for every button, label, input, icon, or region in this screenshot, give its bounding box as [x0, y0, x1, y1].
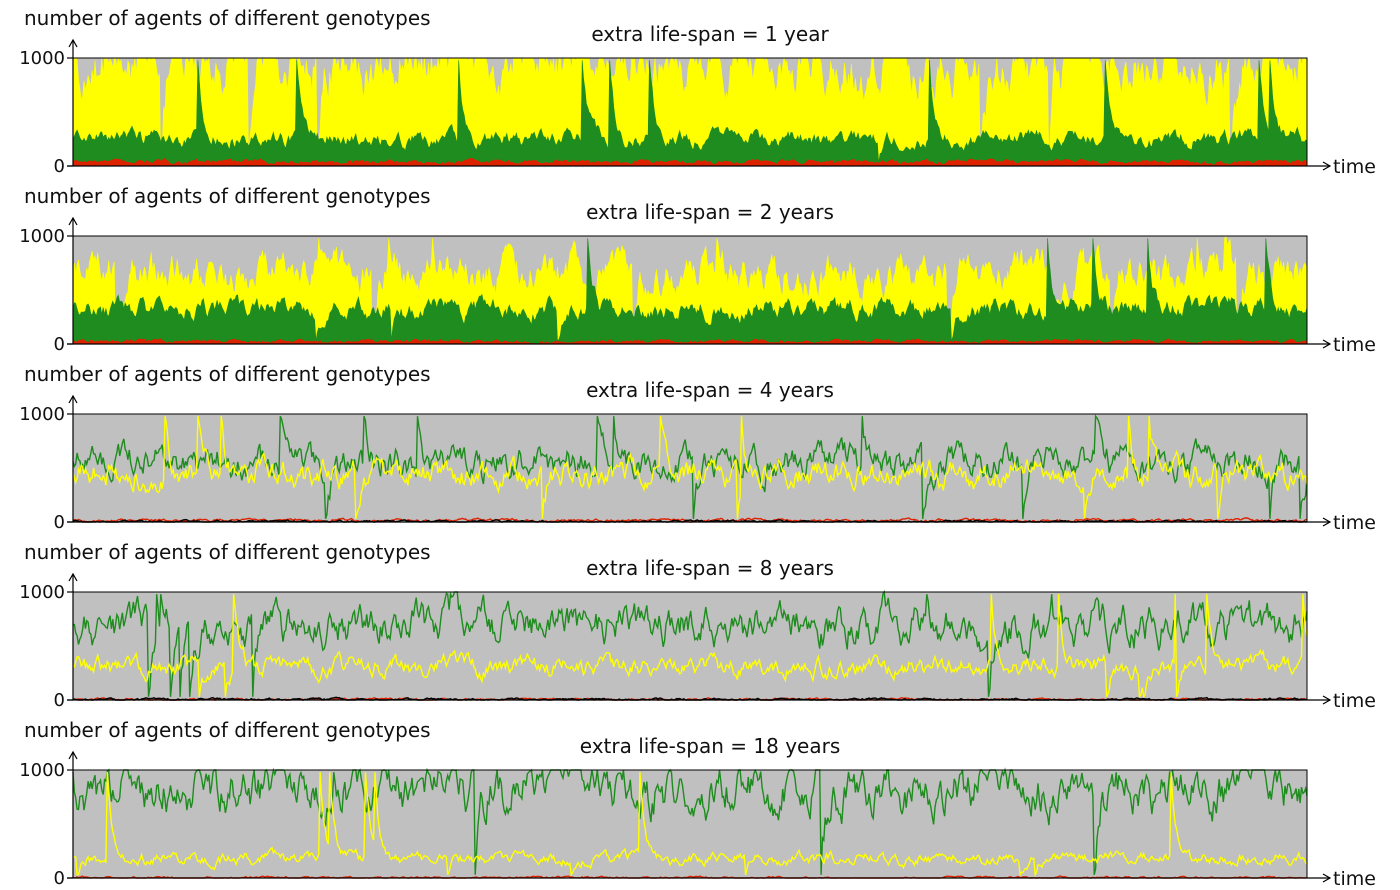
y-tick-label: 1000: [19, 48, 65, 69]
series-area-0: [72, 338, 1308, 345]
chart-svg: time 0 1000: [19, 216, 1376, 356]
x-axis-arrow: [1322, 161, 1332, 171]
chart-panel-1: number of agents of different genotypes e…: [0, 0, 1400, 178]
x-axis-label: time: [1333, 868, 1376, 890]
chart-svg: time 0 1000: [19, 394, 1376, 534]
y-axis-arrow: [68, 572, 78, 582]
y-axis-arrow: [68, 394, 78, 404]
y-tick-label: 1000: [19, 404, 65, 425]
y-tick-label: 0: [54, 868, 65, 889]
series-area-0: [72, 157, 1308, 167]
y-tick-label: 1000: [19, 226, 65, 247]
chart-panel-5: number of agents of different genotypes e…: [0, 712, 1400, 890]
y-axis-arrow: [68, 38, 78, 48]
series-line-1: [72, 772, 1308, 878]
x-axis-label: time: [1333, 156, 1376, 178]
plot-background: [73, 592, 1307, 700]
chart-panel-2: number of agents of different genotypes e…: [0, 178, 1400, 356]
chart-title: extra life-span = 2 years: [586, 200, 834, 224]
y-axis-arrow: [68, 216, 78, 226]
x-axis-label: time: [1333, 690, 1376, 712]
chart-title: extra life-span = 8 years: [586, 556, 834, 580]
chart-panel-4: number of agents of different genotypes e…: [0, 534, 1400, 712]
y-axis-arrow: [68, 750, 78, 760]
chart-title: extra life-span = 18 years: [579, 734, 841, 758]
series-area-1: [72, 238, 1308, 345]
x-axis-arrow: [1322, 517, 1332, 527]
y-tick-label: 0: [54, 690, 65, 711]
y-axis-label: number of agents of different genotypes: [24, 362, 431, 386]
chart-svg: time 0 1000: [19, 572, 1376, 712]
series-line-2: [72, 875, 1308, 879]
x-axis-arrow: [1322, 339, 1332, 349]
series-line-1: [72, 416, 1308, 519]
series-line-0: [72, 414, 1308, 520]
chart-title: extra life-span = 4 years: [586, 378, 834, 402]
y-tick-label: 1000: [19, 582, 65, 603]
x-axis-label: time: [1333, 512, 1376, 534]
x-axis-arrow: [1322, 695, 1332, 705]
chart-title: extra life-span = 1 year: [591, 22, 829, 46]
x-axis-arrow: [1322, 873, 1332, 883]
y-axis-label: number of agents of different genotypes: [24, 718, 431, 742]
y-axis-label: number of agents of different genotypes: [24, 6, 431, 30]
chart-svg: time 0 1000: [19, 750, 1376, 890]
y-axis-label: number of agents of different genotypes: [24, 184, 431, 208]
y-axis-label: number of agents of different genotypes: [24, 540, 431, 564]
series-line-0: [73, 589, 1308, 697]
series-area-1: [72, 60, 1308, 167]
series-line-1: [72, 594, 1308, 700]
series-line-3: [72, 518, 1308, 523]
y-tick-label: 0: [54, 334, 65, 355]
x-axis-label: time: [1333, 334, 1376, 356]
chart-svg: time 0 1000: [19, 38, 1376, 178]
y-tick-label: 1000: [19, 760, 65, 781]
y-tick-label: 0: [54, 156, 65, 177]
chart-panel-3: number of agents of different genotypes e…: [0, 356, 1400, 534]
y-tick-label: 0: [54, 512, 65, 533]
